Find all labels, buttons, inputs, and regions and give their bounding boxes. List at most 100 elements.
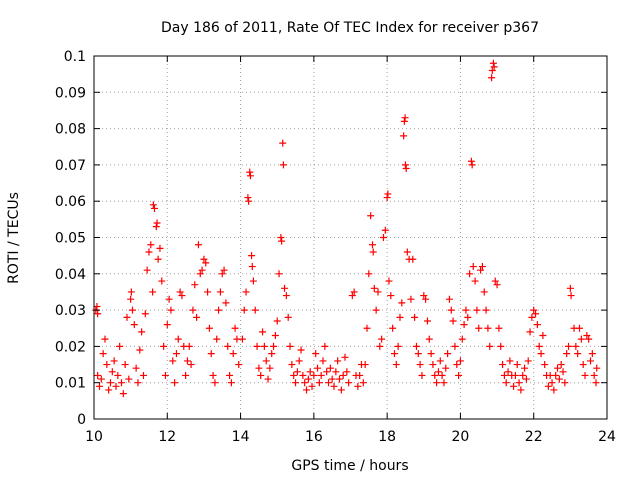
data-point — [308, 382, 316, 390]
data-point — [401, 114, 409, 122]
data-point — [409, 255, 417, 263]
data-point — [473, 306, 481, 314]
data-point — [163, 321, 171, 329]
data-point — [158, 277, 166, 285]
grid — [94, 56, 607, 419]
data-point — [255, 364, 263, 372]
data-point — [530, 306, 538, 314]
data-point — [535, 342, 543, 350]
data-point — [204, 288, 212, 296]
data-point — [244, 194, 252, 202]
y-tick-label: 0.08 — [55, 122, 86, 138]
data-point — [227, 379, 235, 387]
data-point — [202, 259, 210, 267]
data-point — [259, 328, 267, 336]
data-point — [108, 368, 116, 376]
data-point — [310, 371, 318, 379]
data-point — [367, 212, 375, 220]
data-point — [451, 342, 459, 350]
data-point — [345, 379, 353, 387]
data-point — [475, 324, 483, 332]
data-point — [218, 270, 226, 278]
data-point — [576, 324, 584, 332]
data-point — [438, 371, 446, 379]
data-point — [112, 382, 120, 390]
data-point — [396, 313, 404, 321]
data-point — [401, 161, 409, 169]
data-point — [191, 281, 199, 289]
data-point — [363, 324, 371, 332]
data-point — [220, 266, 228, 274]
data-point — [356, 371, 364, 379]
data-point — [149, 288, 157, 296]
data-point — [200, 255, 208, 263]
data-point — [433, 379, 441, 387]
data-point — [466, 270, 474, 278]
data-point — [383, 194, 391, 202]
data-point — [453, 361, 461, 369]
data-point — [290, 371, 298, 379]
data-point — [127, 295, 135, 303]
data-point — [268, 350, 276, 358]
data-point — [423, 317, 431, 325]
data-point — [93, 302, 101, 310]
data-point — [495, 324, 503, 332]
data-point — [579, 361, 587, 369]
data-point — [381, 226, 389, 234]
data-point — [490, 63, 498, 71]
x-tick-label: 12 — [158, 429, 176, 445]
data-point — [440, 379, 448, 387]
data-point — [469, 263, 477, 271]
data-point — [384, 190, 392, 198]
data-point — [499, 361, 507, 369]
data-point — [205, 324, 213, 332]
data-point — [293, 368, 301, 376]
data-point — [400, 132, 408, 140]
data-point — [211, 379, 219, 387]
data-point — [152, 223, 160, 231]
data-point — [262, 357, 270, 365]
data-point — [449, 317, 457, 325]
data-point — [271, 332, 279, 340]
data-point — [178, 292, 186, 300]
data-point — [330, 382, 338, 390]
data-point — [519, 371, 527, 379]
x-tick-label: 18 — [378, 429, 396, 445]
data-point — [550, 386, 558, 394]
data-point — [185, 342, 193, 350]
data-point — [121, 361, 129, 369]
data-point — [414, 350, 422, 358]
data-point — [249, 277, 257, 285]
y-tick-label: 0.03 — [55, 303, 86, 319]
data-point — [281, 284, 289, 292]
data-point — [172, 350, 180, 358]
data-point — [279, 139, 287, 147]
data-point — [123, 313, 131, 321]
data-point — [246, 172, 254, 180]
y-tick-label: 0.09 — [55, 85, 86, 101]
data-point — [555, 375, 563, 383]
data-point — [278, 237, 286, 245]
data-point — [176, 288, 184, 296]
data-point — [165, 295, 173, 303]
data-point — [97, 375, 105, 383]
data-point — [544, 382, 552, 390]
data-point — [497, 342, 505, 350]
data-point — [150, 204, 158, 212]
data-point — [106, 379, 114, 387]
data-point — [506, 357, 514, 365]
data-point — [477, 266, 485, 274]
data-point — [114, 371, 122, 379]
data-point — [282, 292, 290, 300]
data-point — [524, 357, 532, 365]
data-point — [312, 350, 320, 358]
data-point — [427, 350, 435, 358]
data-point — [444, 350, 452, 358]
data-point — [103, 361, 111, 369]
data-point — [462, 306, 470, 314]
data-point — [323, 368, 331, 376]
data-point — [136, 346, 144, 354]
y-tick-label: 0.02 — [55, 339, 86, 355]
data-point — [341, 353, 349, 361]
data-point — [394, 342, 402, 350]
